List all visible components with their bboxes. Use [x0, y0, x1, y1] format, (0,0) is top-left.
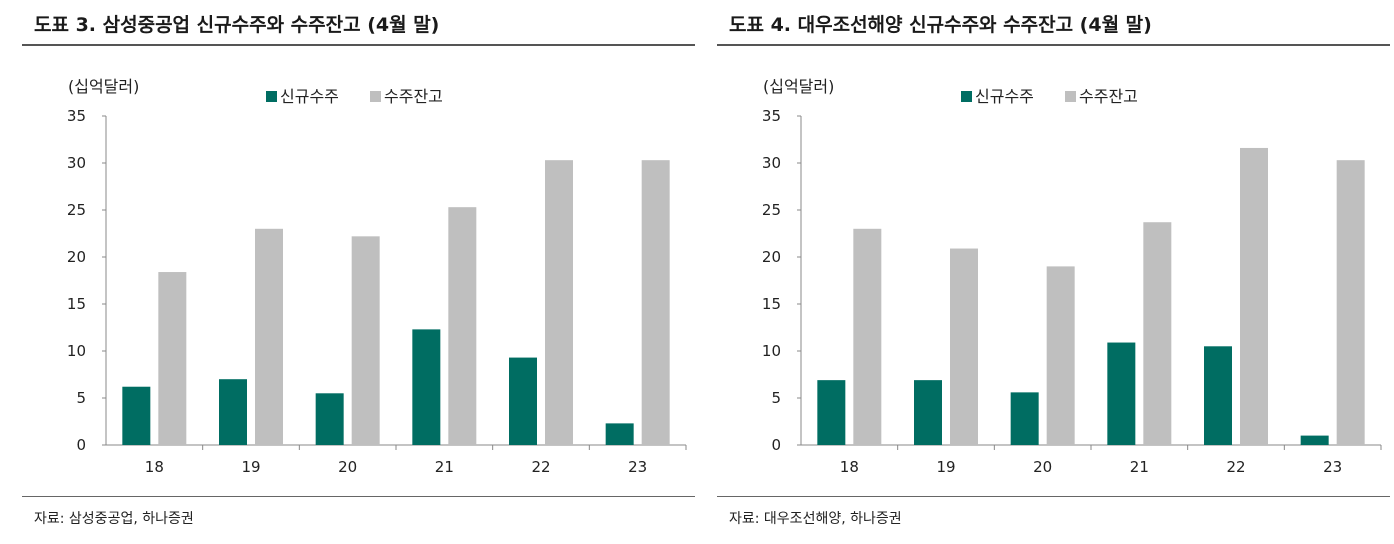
bar-backlog-20	[351, 236, 380, 445]
x-tick-label: 19	[936, 458, 955, 476]
bar-backlog-18	[158, 272, 187, 445]
chart-title: 도표 4. 대우조선해양 신규수주와 수주잔고 (4월 말)	[729, 14, 1152, 36]
bar-backlog-23	[1336, 160, 1365, 445]
x-tick-label: 20	[1033, 458, 1052, 476]
y-tick-label: 15	[67, 295, 86, 313]
y-unit-label: (십억달러)	[763, 77, 834, 96]
y-tick-label: 20	[762, 248, 781, 266]
legend-label: 수주잔고	[1079, 87, 1138, 106]
y-unit-label: (십억달러)	[68, 77, 139, 96]
chart-panel-samsung-heavy: 도표 3. 삼성중공업 신규수주와 수주잔고 (4월 말) (십억달러) 신규수주…	[22, 0, 697, 544]
legend-label: 신규수주	[975, 87, 1034, 106]
x-tick-label: 22	[531, 458, 550, 476]
bar-backlog-23	[641, 160, 670, 445]
bar-new-orders-23	[605, 423, 634, 445]
x-tick-label: 20	[338, 458, 357, 476]
bar-backlog-19	[950, 248, 978, 445]
x-tick-label: 21	[435, 458, 454, 476]
bar-backlog-20	[1046, 266, 1075, 445]
y-tick-label: 25	[762, 201, 781, 219]
y-tick-label: 5	[76, 389, 86, 407]
chart-title: 도표 3. 삼성중공업 신규수주와 수주잔고 (4월 말)	[34, 14, 440, 36]
bottom-divider	[717, 496, 1390, 497]
bar-new-orders-19	[219, 379, 247, 445]
bar-backlog-21	[448, 207, 477, 445]
legend-label: 신규수주	[280, 87, 339, 106]
y-tick-label: 35	[67, 107, 86, 125]
x-tick-label: 21	[1130, 458, 1149, 476]
bar-new-orders-19	[914, 380, 942, 445]
y-tick-label: 5	[771, 389, 781, 407]
bottom-divider	[22, 496, 695, 497]
y-tick-label: 0	[76, 436, 86, 454]
legend-swatch	[266, 91, 277, 102]
y-tick-label: 25	[67, 201, 86, 219]
bar-new-orders-20	[1010, 392, 1039, 445]
source-note: 자료: 대우조선해양, 하나증권	[729, 511, 902, 527]
x-tick-label: 18	[145, 458, 164, 476]
bar-backlog-18	[853, 228, 882, 445]
x-tick-label: 19	[241, 458, 260, 476]
y-tick-label: 30	[67, 154, 86, 172]
legend-swatch	[1065, 91, 1076, 102]
bar-new-orders-22	[509, 357, 537, 445]
bar-backlog-22	[545, 160, 573, 445]
legend-swatch	[370, 91, 381, 102]
x-tick-label: 23	[628, 458, 647, 476]
y-tick-label: 10	[762, 342, 781, 360]
y-tick-label: 35	[762, 107, 781, 125]
bar-chart-daewoo-shipbuilding: (십억달러) 신규수주 수주잔고 0 5 10 15 20 25 30 35 18 19 20 21 22 23	[762, 77, 1382, 476]
bar-new-orders-23	[1300, 435, 1329, 445]
title-divider	[22, 44, 695, 46]
bar-backlog-22	[1240, 147, 1268, 445]
bar-chart-samsung-heavy: (십억달러) 신규수주 수주잔고 0 5 10 15 20 25 30 35 18 19 20 21 22 23	[67, 77, 687, 476]
y-tick-label: 15	[762, 295, 781, 313]
source-note: 자료: 삼성중공업, 하나증권	[34, 511, 194, 527]
bar-backlog-19	[255, 228, 283, 445]
legend-swatch	[961, 91, 972, 102]
x-tick-label: 22	[1226, 458, 1245, 476]
bar-new-orders-18	[817, 380, 846, 445]
x-tick-label: 18	[840, 458, 859, 476]
legend-label: 수주잔고	[384, 87, 443, 106]
title-divider	[717, 44, 1390, 46]
bar-new-orders-22	[1204, 346, 1232, 445]
y-tick-label: 10	[67, 342, 86, 360]
y-tick-label: 30	[762, 154, 781, 172]
bar-new-orders-21	[412, 329, 441, 445]
y-tick-label: 20	[67, 248, 86, 266]
bar-backlog-21	[1143, 222, 1172, 445]
x-tick-label: 23	[1323, 458, 1342, 476]
bar-new-orders-20	[315, 393, 344, 445]
chart-panel-daewoo-shipbuilding: 도표 4. 대우조선해양 신규수주와 수주잔고 (4월 말) (십억달러) 신규수…	[717, 0, 1392, 544]
bar-new-orders-18	[122, 386, 151, 445]
y-tick-label: 0	[771, 436, 781, 454]
bar-new-orders-21	[1107, 342, 1136, 445]
